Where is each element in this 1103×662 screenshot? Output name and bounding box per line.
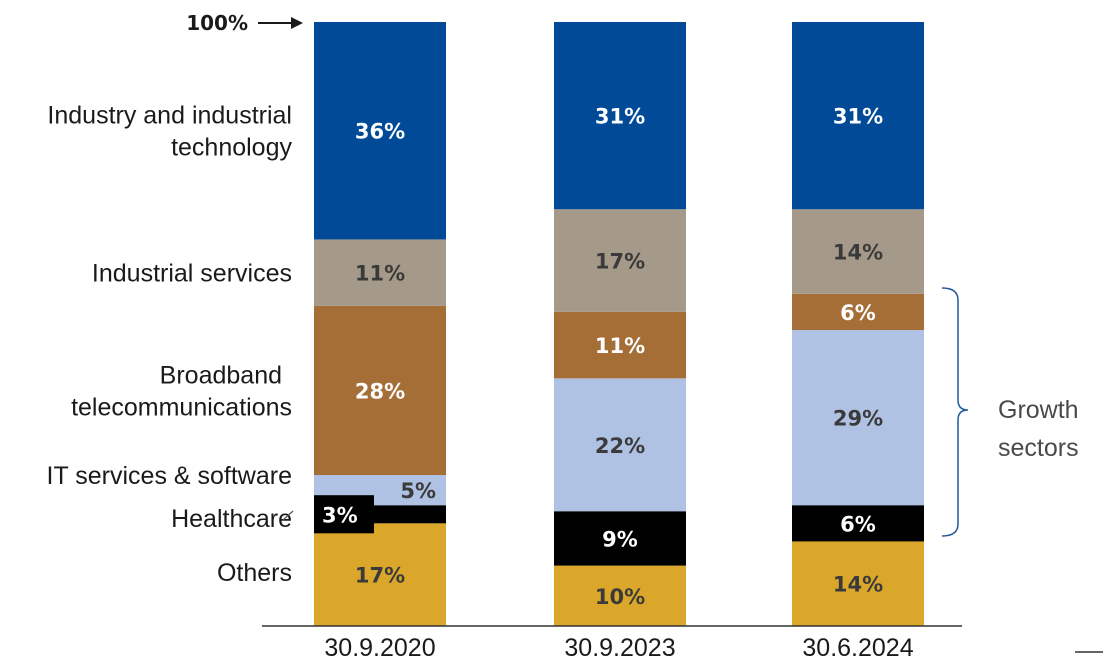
top-marker-label: 100%: [186, 11, 248, 35]
series-label-5: Industrial services: [92, 260, 292, 288]
bars-layer: [314, 22, 924, 626]
series-labels-layer: Others Healthcare IT services & software Br…: [47, 102, 293, 587]
segment-label-3-2: 22%: [595, 434, 645, 458]
growth-label-line-1: Growth: [998, 396, 1079, 424]
series-label-1: Others: [217, 559, 292, 587]
segment-label-5-2: 17%: [595, 250, 645, 274]
x-axis-labels-layer: 30.9.2020 30.9.2023 30.6.2024: [324, 634, 913, 662]
segment-label-3-3: 29%: [833, 407, 883, 431]
segment-label-1-1: 17%: [355, 564, 405, 588]
growth-label-line-2: sectors: [998, 434, 1079, 462]
segment-label-1-2: 10%: [595, 585, 645, 609]
x-tick-label-2: 30.9.2023: [564, 634, 675, 662]
healthcare-leader-line: [282, 510, 294, 521]
bar-segment-5-3: [792, 209, 924, 294]
segment-label-4-3: 6%: [840, 301, 876, 325]
bar-segment-4-1: [314, 305, 446, 475]
bar-segment-6-3: [792, 22, 924, 210]
series-label-6: Industry and industrial technology: [47, 102, 292, 162]
series-label-3: IT services & software: [47, 462, 292, 490]
bar-segment-6-2: [554, 22, 686, 210]
segment-label-1-3: 14%: [833, 573, 883, 597]
segment-label-2-3: 6%: [840, 512, 876, 536]
segment-label-4-2: 11%: [595, 334, 645, 358]
series-label-2: Healthcare: [171, 505, 292, 533]
segment-label-2-2: 9%: [602, 527, 638, 551]
x-tick-label-3: 30.6.2024: [802, 634, 913, 662]
label-backdrop-1-2: [314, 495, 374, 534]
segment-label-4-1: 28%: [355, 379, 405, 403]
bar-segment-5-2: [554, 209, 686, 312]
bar-segment-3-3: [792, 330, 924, 506]
segment-label-2-1: 3%: [322, 503, 358, 527]
bar-segment-2-3: [792, 505, 924, 542]
segment-label-5-3: 14%: [833, 241, 883, 265]
bar-segment-4-3: [792, 293, 924, 331]
segment-labels-layer: 17% 3% 5% 28% 11% 36% 10% 9% 22% 11% 17% 31% 14% 6% 29…: [314, 105, 883, 609]
bar-segment-4-2: [554, 311, 686, 379]
segment-label-3-1: 5%: [400, 479, 436, 503]
bar-segment-2-2: [554, 511, 686, 566]
segment-label-6-1: 36%: [355, 120, 405, 144]
bar-segment-6-1: [314, 22, 446, 240]
bar-segment-1-3: [792, 541, 924, 626]
segment-label-6-2: 31%: [595, 105, 645, 129]
growth-sectors-bracket: [941, 287, 969, 537]
series-label-4: Broadband telecommunications: [71, 361, 292, 421]
segment-label-5-1: 11%: [355, 262, 405, 286]
x-tick-label-1: 30.9.2020: [324, 634, 435, 662]
segment-label-6-3: 31%: [833, 105, 883, 129]
top-marker-arrow-icon: [258, 17, 303, 29]
bar-segment-1-2: [554, 565, 686, 626]
bar-segment-1-1: [314, 523, 446, 626]
bar-segment-5-1: [314, 239, 446, 306]
bar-segment-3-2: [554, 378, 686, 512]
